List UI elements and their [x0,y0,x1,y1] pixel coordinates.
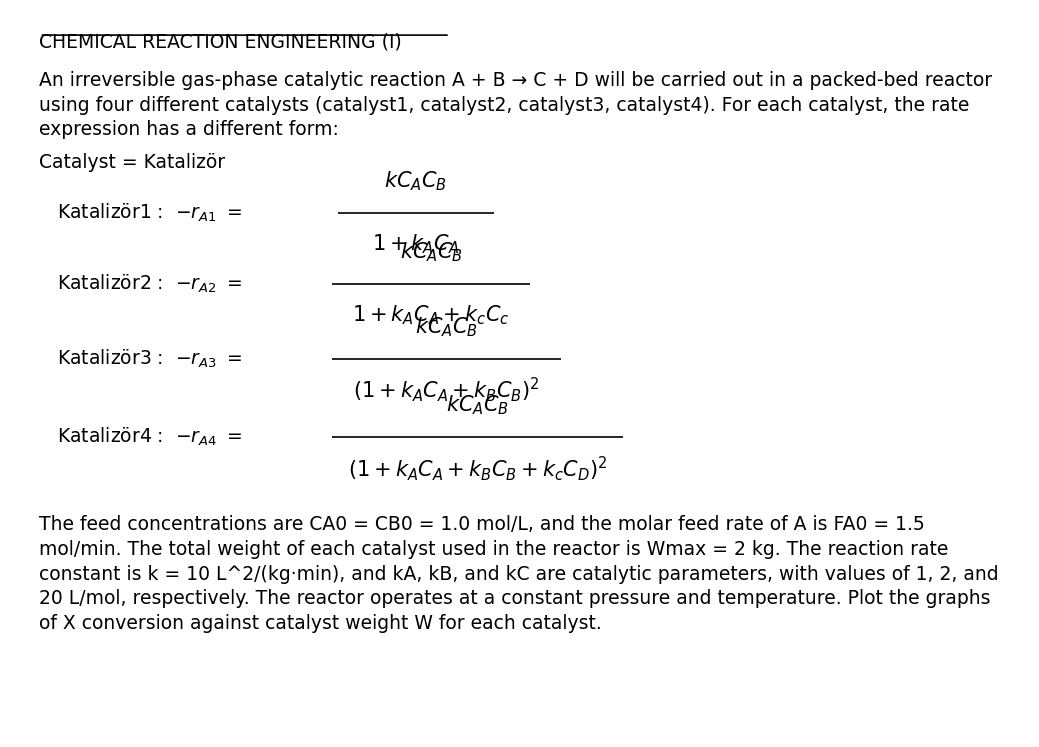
Text: $kC_AC_B$: $kC_AC_B$ [400,241,462,264]
Text: Katalizör1 :  $-r_{A1}\ =$: Katalizör1 : $-r_{A1}\ =$ [57,202,242,224]
Text: Katalizör3 :  $-r_{A3}\ =$: Katalizör3 : $-r_{A3}\ =$ [57,347,242,370]
Text: Katalizör2 :  $-r_{A2}\ =$: Katalizör2 : $-r_{A2}\ =$ [57,273,242,295]
Text: expression has a different form:: expression has a different form: [39,120,340,138]
Text: 20 L/mol, respectively. The reactor operates at a constant pressure and temperat: 20 L/mol, respectively. The reactor oper… [39,589,991,608]
Text: CHEMICAL REACTION ENGINEERING (I): CHEMICAL REACTION ENGINEERING (I) [39,33,402,52]
Text: constant is k = 10 L^2/(kg·min), and kA, kB, and kC are catalytic parameters, wi: constant is k = 10 L^2/(kg·min), and kA,… [39,565,1000,583]
Text: of X conversion against catalyst weight W for each catalyst.: of X conversion against catalyst weight … [39,614,603,633]
Text: $(1 + k_AC_A + k_BC_B + k_cC_D)^2$: $(1 + k_AC_A + k_BC_B + k_cC_D)^2$ [348,454,608,483]
Text: An irreversible gas-phase catalytic reaction A + B → C + D will be carried out i: An irreversible gas-phase catalytic reac… [39,71,992,90]
Text: $1 + k_AC_A + k_cC_c$: $1 + k_AC_A + k_cC_c$ [352,303,510,327]
Text: Catalyst = Katalizör: Catalyst = Katalizör [39,153,225,172]
Text: $kC_AC_B$: $kC_AC_B$ [416,315,478,339]
Text: $(1 + k_AC_A + k_BC_B)^2$: $(1 + k_AC_A + k_BC_B)^2$ [353,376,540,404]
Text: $kC_AC_B$: $kC_AC_B$ [384,170,447,193]
Text: using four different catalysts (catalyst1, catalyst2, catalyst3, catalyst4). For: using four different catalysts (catalyst… [39,96,969,114]
Text: mol/min. The total weight of each catalyst used in the reactor is Wmax = 2 kg. T: mol/min. The total weight of each cataly… [39,540,949,559]
Text: $1 + k_AC_A$: $1 + k_AC_A$ [372,232,459,256]
Text: Katalizör4 :  $-r_{A4}\ =$: Katalizör4 : $-r_{A4}\ =$ [57,426,242,448]
Text: $kC_AC_B$: $kC_AC_B$ [447,394,509,418]
Text: The feed concentrations are CA0 = CB0 = 1.0 mol/L, and the molar feed rate of A : The feed concentrations are CA0 = CB0 = … [39,515,926,534]
